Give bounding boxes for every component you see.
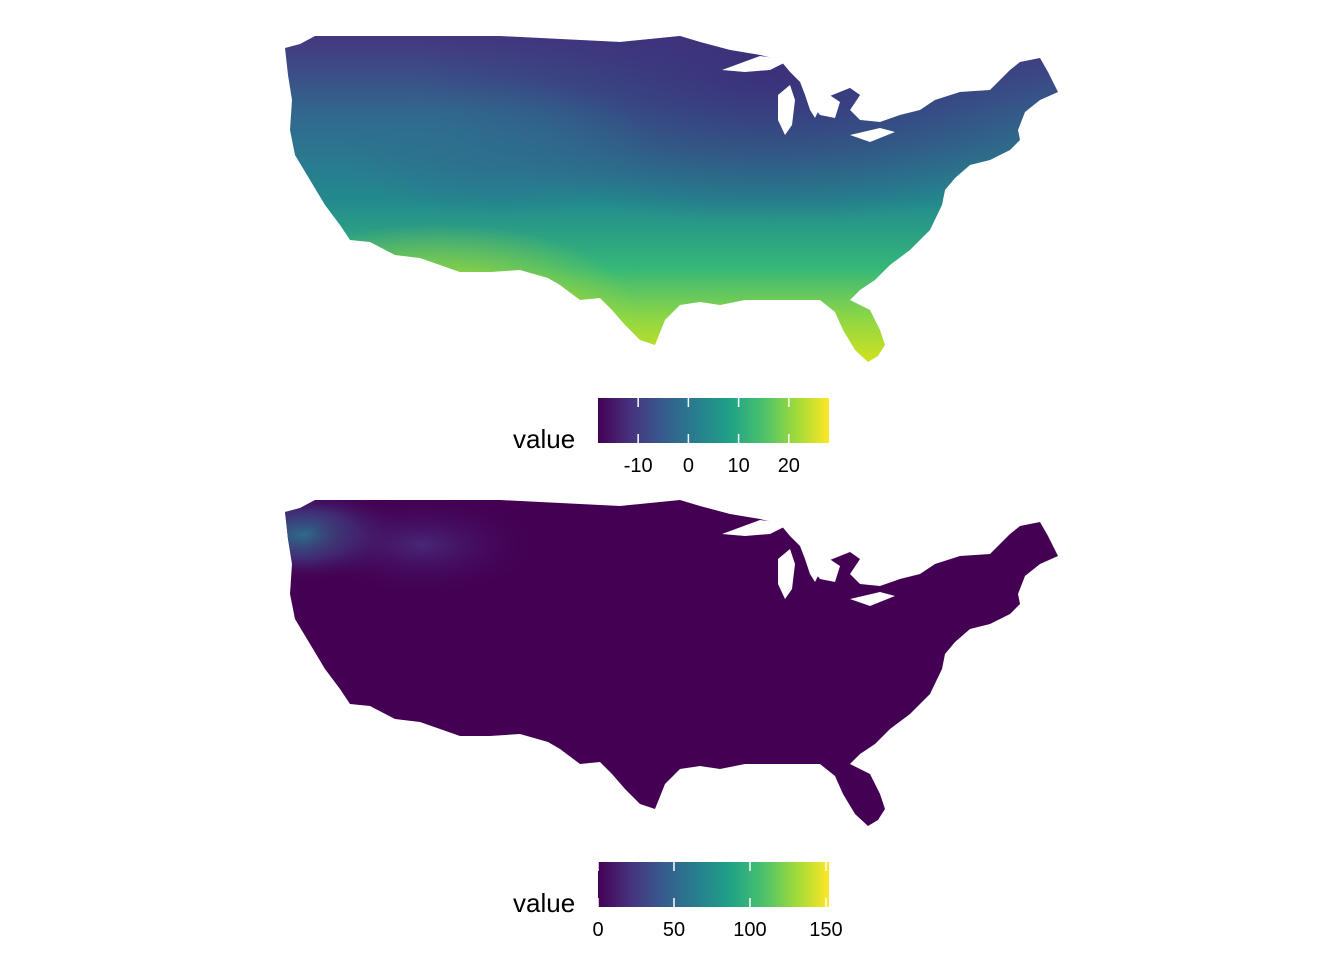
colorbar-ticks	[598, 862, 827, 907]
colorbar-gradient	[598, 398, 829, 443]
colorbar-tick-label: 50	[662, 919, 686, 941]
colorbar-tick-label: 150	[809, 919, 843, 941]
colorbar-gradient	[598, 862, 829, 907]
legend-precipitation: value 0 50 100 150	[0, 464, 1344, 944]
colorbar	[598, 398, 829, 443]
map-panel-temperature: value -10 0 10 20	[285, 36, 1058, 477]
legend-title: value	[513, 424, 576, 454]
colorbar-tick-label: 0	[592, 919, 604, 941]
great-lakes	[722, 56, 895, 142]
us-map-temperature	[285, 36, 1058, 362]
us-map-precipitation	[285, 500, 1058, 826]
colorbar-tick-label: 20	[777, 455, 800, 477]
colorbar-tick-label: 0	[682, 455, 694, 477]
colorbar-ticks	[637, 398, 790, 443]
colorbar-tick-label: 10	[727, 455, 750, 477]
great-lakes	[722, 520, 895, 606]
legend-temperature: value -10 0 10 20	[513, 398, 829, 477]
colorbar-tick-label: 100	[733, 919, 767, 941]
legend-title: value	[513, 888, 576, 918]
colorbar	[598, 862, 829, 907]
map-panel-precipitation: value 0 50 100 150	[0, 464, 1344, 944]
colorbar-tick-label: -10	[623, 455, 653, 477]
